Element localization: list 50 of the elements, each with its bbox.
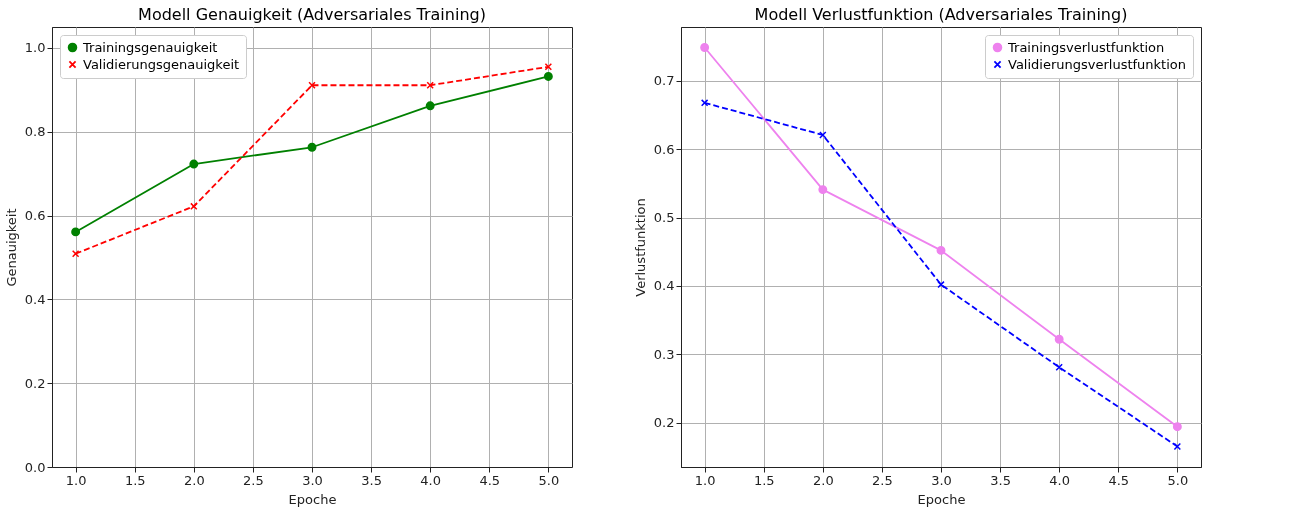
legend-label: Trainingsverlustfunktion [1007, 39, 1165, 55]
x-axis-title: Epoche [288, 491, 337, 507]
x-tick-label: 2.0 [183, 472, 205, 488]
y-tick-label: 0.0 [24, 459, 46, 475]
x-tick-label: 3.5 [361, 472, 382, 488]
x-tick-label: 4.5 [1108, 472, 1130, 488]
point [425, 101, 435, 111]
point [1172, 422, 1182, 432]
point [700, 43, 710, 52]
x-tick-label: 1.5 [753, 472, 775, 488]
x-tick-label: 4.0 [1049, 472, 1071, 488]
x-tick-label: 2.5 [872, 472, 893, 488]
y-tick-label: 0.5 [653, 210, 675, 226]
y-tick-label: 0.6 [653, 141, 675, 157]
x-tick-label: 1.5 [124, 472, 146, 488]
point [543, 72, 553, 81]
point [936, 245, 946, 255]
y-axis-title: Genauigkeit [3, 208, 19, 287]
y-tick-label: 0.7 [653, 73, 675, 89]
y-tick-label: 0.8 [24, 124, 46, 140]
legend-label: Trainingsgenauigkeit [82, 39, 218, 55]
y-tick-label: 0.2 [653, 415, 675, 431]
point [189, 159, 199, 169]
x-tick-label: 4.0 [420, 472, 442, 488]
x-tick-label: 2.5 [243, 472, 264, 488]
y-tick-label: 0.4 [653, 278, 675, 294]
chart-title: Modell Genauigkeit (Adversariales Training) [138, 5, 486, 24]
x-tick-label: 2.0 [812, 472, 834, 488]
x-tick-label: 3.5 [990, 472, 1011, 488]
chart-title: Modell Verlustfunktion (Adversariales Training) [754, 5, 1128, 24]
x-tick-label: 5.0 [1167, 472, 1189, 488]
x-tick-label: 5.0 [538, 472, 560, 488]
x-tick-label: 3.0 [931, 472, 952, 488]
x-tick-label: 1.0 [65, 472, 87, 488]
legend-label: Validierungsverlustfunktion [1008, 56, 1187, 72]
x-axis-title: Epoche [917, 491, 966, 507]
y-tick-label: 0.3 [653, 346, 675, 362]
point [71, 227, 81, 237]
point [1054, 334, 1064, 344]
point [307, 142, 317, 152]
x-tick-label: 3.0 [302, 472, 323, 488]
legend-label: Validierungsgenauigkeit [83, 56, 240, 72]
y-tick-label: 0.6 [24, 208, 46, 224]
y-axis-title: Verlustfunktion [632, 198, 648, 297]
x-tick-label: 4.5 [479, 472, 501, 488]
y-tick-label: 0.4 [24, 291, 46, 307]
point [818, 185, 828, 195]
y-tick-label: 1.0 [24, 40, 46, 56]
x-tick-label: 1.0 [694, 472, 716, 488]
y-tick-label: 0.2 [24, 375, 46, 391]
